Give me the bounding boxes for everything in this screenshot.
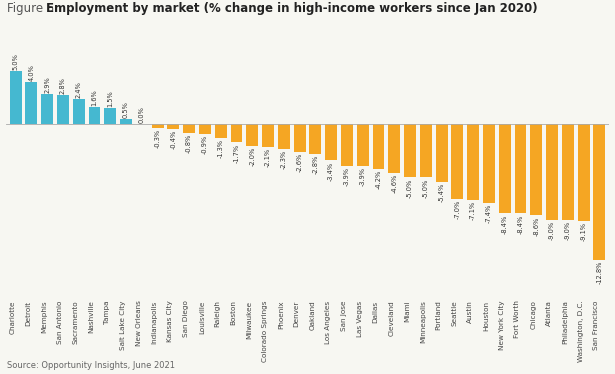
Bar <box>593 124 605 260</box>
Text: Source: Opportunity Insights, June 2021: Source: Opportunity Insights, June 2021 <box>7 361 175 370</box>
Text: -2.6%: -2.6% <box>296 153 303 172</box>
Text: -5.4%: -5.4% <box>438 183 445 202</box>
Text: -9.1%: -9.1% <box>581 222 587 241</box>
Text: -1.7%: -1.7% <box>234 143 239 163</box>
Bar <box>530 124 542 215</box>
Text: 5.0%: 5.0% <box>13 53 18 70</box>
Text: -3.9%: -3.9% <box>344 167 350 186</box>
Bar <box>546 124 558 220</box>
Bar <box>41 94 53 124</box>
Bar <box>25 82 38 124</box>
Text: -2.3%: -2.3% <box>281 150 287 169</box>
Text: -7.4%: -7.4% <box>486 204 492 223</box>
Text: -2.8%: -2.8% <box>312 155 319 174</box>
Bar <box>262 124 274 147</box>
Text: -5.0%: -5.0% <box>407 178 413 197</box>
Text: Figure 5:: Figure 5: <box>7 2 62 15</box>
Text: -1.3%: -1.3% <box>218 139 224 158</box>
Bar <box>152 124 164 128</box>
Bar <box>10 71 22 124</box>
Text: 2.9%: 2.9% <box>44 76 50 92</box>
Text: 1.6%: 1.6% <box>92 90 98 106</box>
Bar <box>435 124 448 181</box>
Text: -12.8%: -12.8% <box>597 261 602 284</box>
Bar <box>183 124 195 133</box>
Bar <box>167 124 180 129</box>
Bar <box>499 124 510 213</box>
Bar <box>231 124 242 142</box>
Text: 1.5%: 1.5% <box>107 91 113 107</box>
Text: -8.4%: -8.4% <box>502 214 508 234</box>
Bar <box>278 124 290 149</box>
Text: -4.2%: -4.2% <box>376 170 381 189</box>
Bar <box>247 124 258 145</box>
Bar <box>215 124 227 138</box>
Text: -0.4%: -0.4% <box>170 130 177 149</box>
Bar <box>451 124 463 199</box>
Text: -7.1%: -7.1% <box>470 200 476 220</box>
Bar <box>120 119 132 124</box>
Bar <box>89 107 100 124</box>
Text: -3.9%: -3.9% <box>360 167 366 186</box>
Text: 2.8%: 2.8% <box>60 77 66 94</box>
Bar <box>562 124 574 220</box>
Bar <box>341 124 353 166</box>
Bar <box>404 124 416 177</box>
Text: -4.6%: -4.6% <box>391 174 397 193</box>
Text: -3.4%: -3.4% <box>328 162 334 181</box>
Bar <box>73 99 85 124</box>
Bar <box>467 124 479 200</box>
Text: -0.9%: -0.9% <box>202 135 208 154</box>
Text: -0.3%: -0.3% <box>154 129 161 148</box>
Text: 4.0%: 4.0% <box>28 64 34 81</box>
Text: -0.8%: -0.8% <box>186 134 192 153</box>
Text: -2.0%: -2.0% <box>249 147 255 166</box>
Text: -9.0%: -9.0% <box>565 221 571 240</box>
Text: 2.4%: 2.4% <box>76 81 82 98</box>
Text: -8.4%: -8.4% <box>517 214 523 234</box>
Bar <box>373 124 384 169</box>
Text: -9.0%: -9.0% <box>549 221 555 240</box>
Text: -8.6%: -8.6% <box>533 217 539 236</box>
Bar <box>199 124 211 134</box>
Text: 0.0%: 0.0% <box>139 107 145 123</box>
Bar <box>357 124 368 166</box>
Bar <box>325 124 337 160</box>
Bar <box>515 124 526 213</box>
Bar <box>483 124 495 203</box>
Bar <box>57 95 69 124</box>
Bar <box>420 124 432 177</box>
Bar <box>577 124 590 221</box>
Text: -7.0%: -7.0% <box>454 200 461 219</box>
Text: Employment by market (% change in high-income workers since Jan 2020): Employment by market (% change in high-i… <box>46 2 537 15</box>
Bar <box>309 124 321 154</box>
Text: 0.5%: 0.5% <box>123 101 129 118</box>
Text: -5.0%: -5.0% <box>423 178 429 197</box>
Bar <box>388 124 400 173</box>
Bar <box>105 108 116 124</box>
Bar <box>294 124 306 152</box>
Text: -2.1%: -2.1% <box>265 148 271 167</box>
